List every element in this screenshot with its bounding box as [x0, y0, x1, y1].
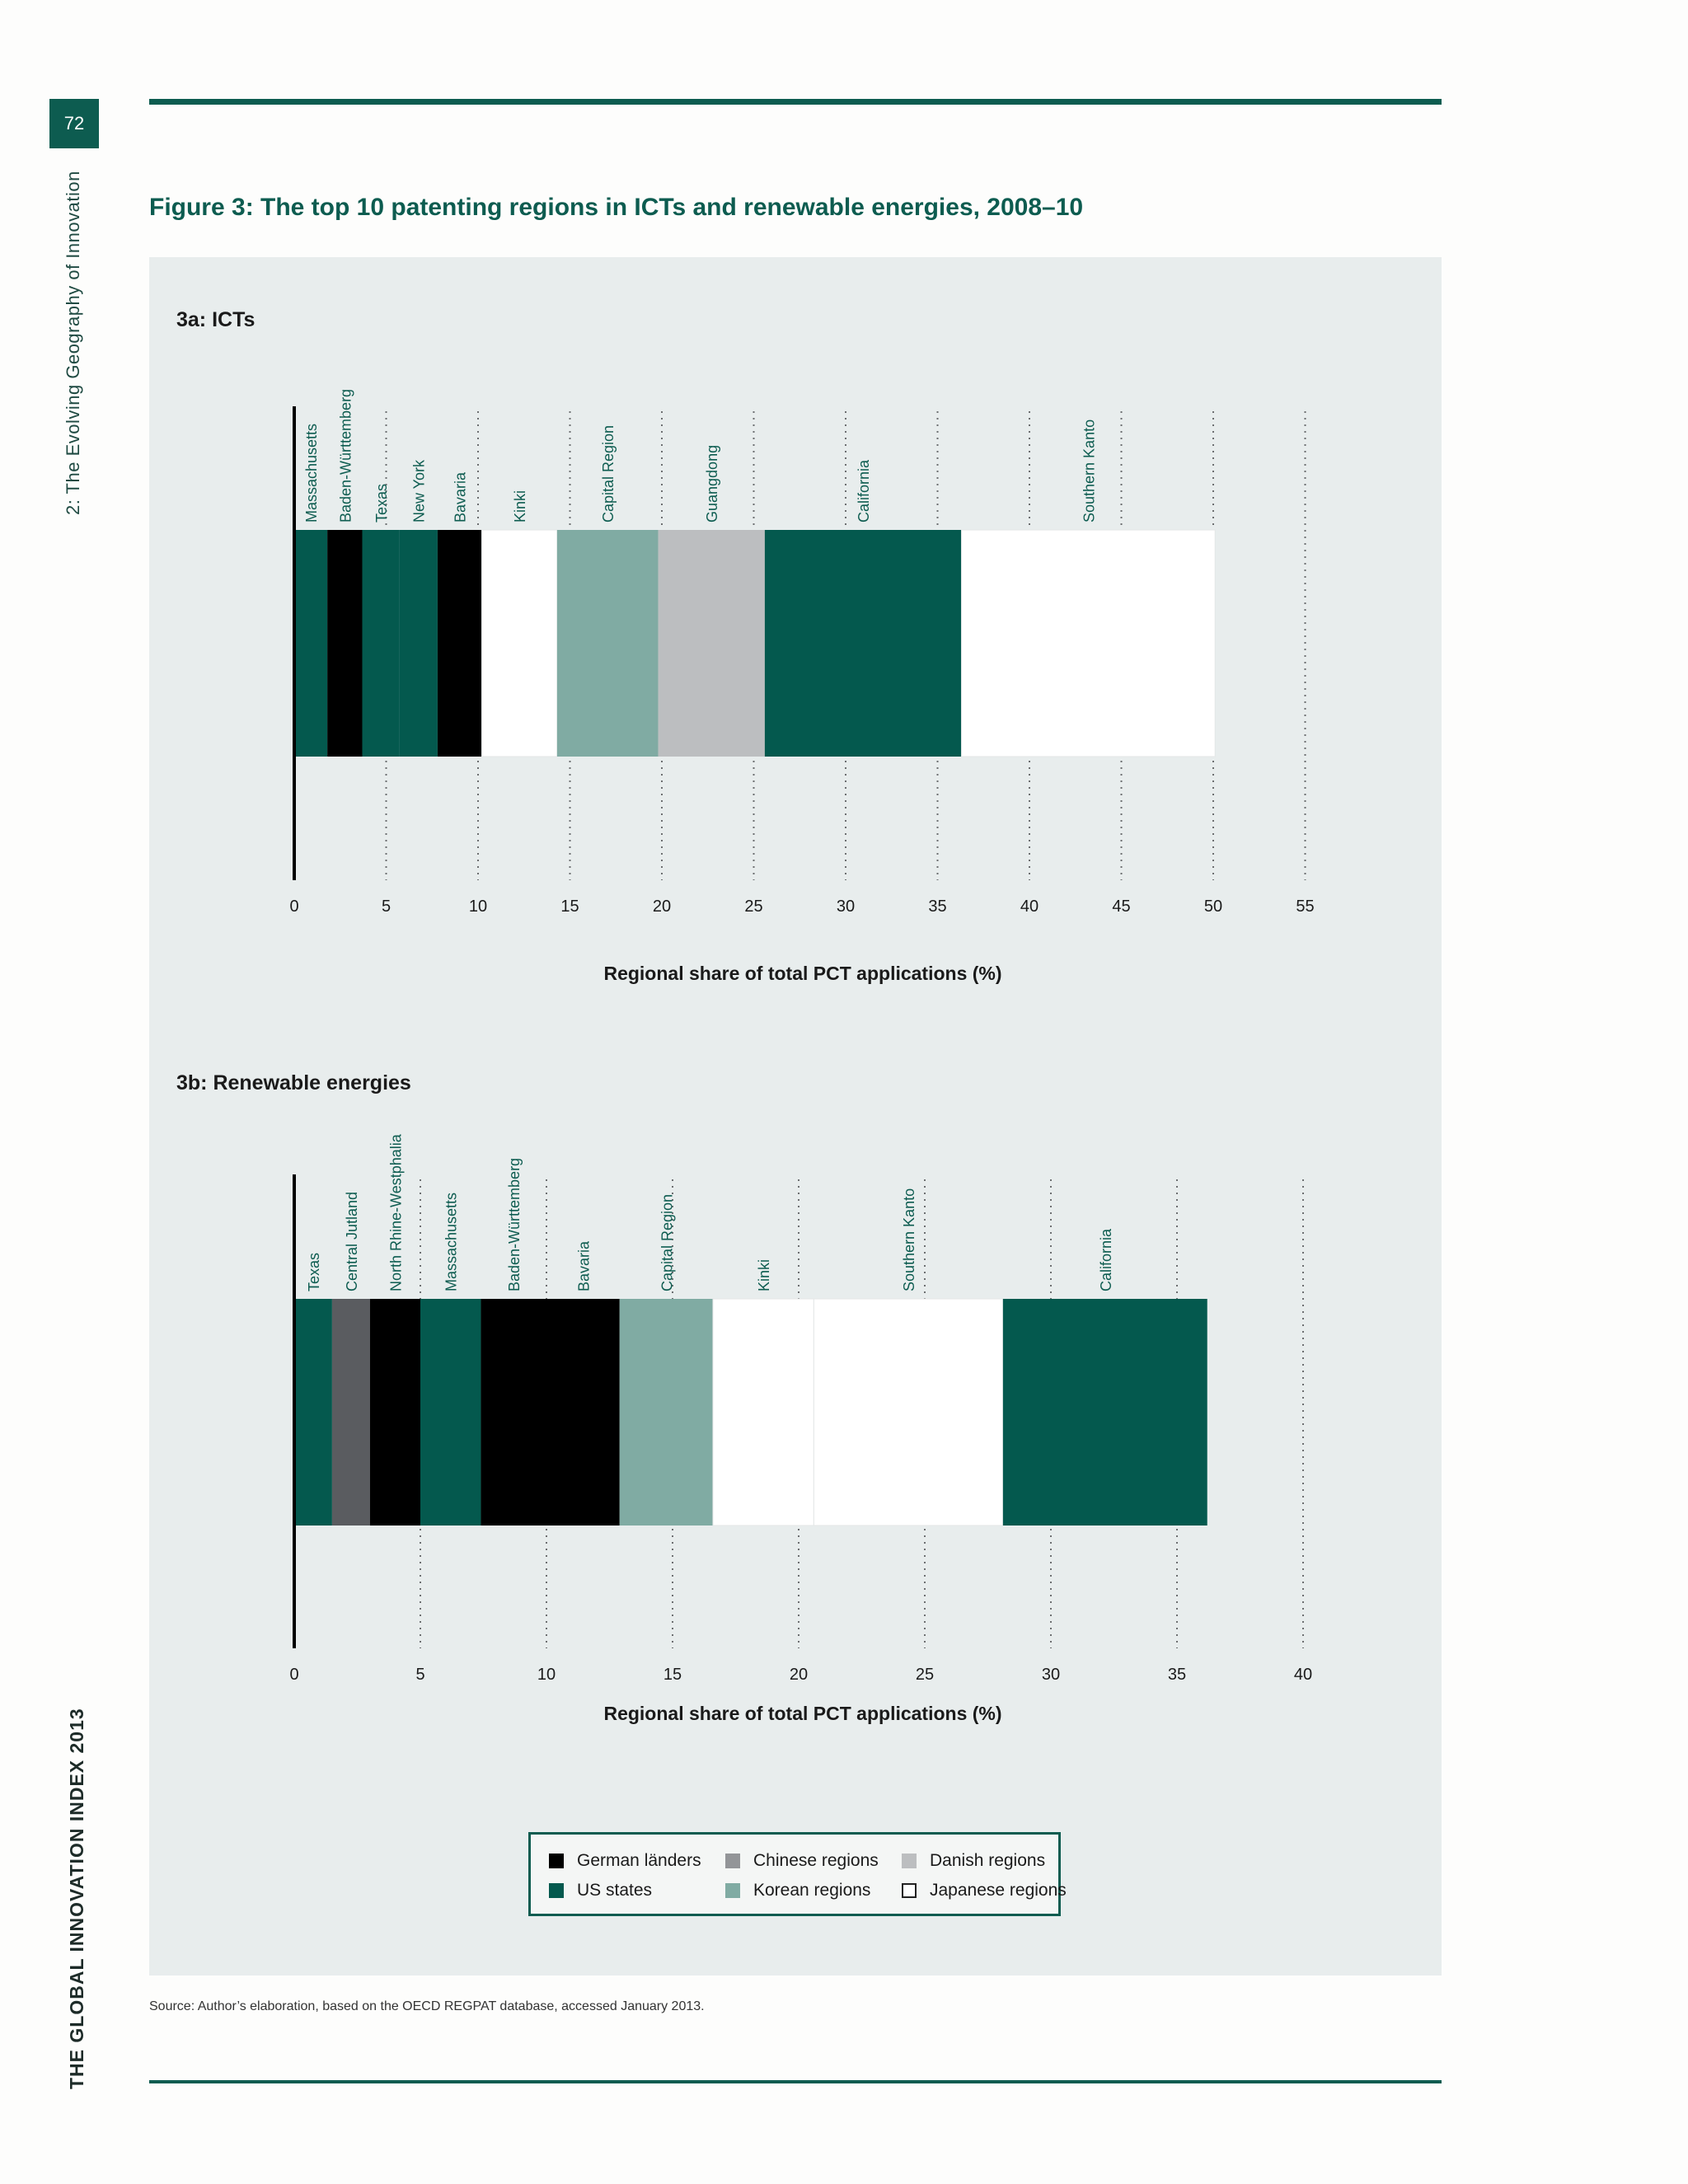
- chart-a-segment-label: Baden-Württemberg: [337, 389, 354, 523]
- chart-b-bar-segment: [619, 1299, 713, 1526]
- chart-b-segment-label: Massachusetts: [443, 1193, 460, 1291]
- chart-a-segment-label: Southern Kanto: [1081, 419, 1097, 523]
- legend-item: Chinese regions: [725, 1846, 902, 1876]
- chart-a-bar-segment: [960, 529, 1216, 757]
- chart-a-bar-segment: [764, 530, 962, 757]
- top-rule: [149, 99, 1442, 105]
- chart-b-tick-label: 15: [663, 1666, 682, 1684]
- chart-b-tick-label: 35: [1168, 1666, 1186, 1684]
- chart-b-segment-label: Capital Region: [659, 1194, 675, 1291]
- chart-a-bar-segment: [658, 530, 765, 757]
- chart-a-tick-label: 25: [744, 898, 762, 916]
- legend-swatch: [549, 1883, 564, 1898]
- chart-a-segment-label: Texas: [373, 484, 390, 523]
- chart-a-tick-label: 5: [382, 898, 391, 916]
- chart-b-tick-label: 30: [1042, 1666, 1060, 1684]
- legend-swatch: [902, 1883, 917, 1898]
- source-note: Source: Author’s elaboration, based on t…: [149, 1999, 705, 2013]
- legend-swatch: [902, 1854, 917, 1868]
- legend-item: Korean regions: [725, 1876, 902, 1905]
- chart-a-tick-label: 50: [1204, 898, 1222, 916]
- chart-b-segment-label: California: [1098, 1228, 1114, 1291]
- chart-a-bar-segment: [294, 530, 328, 757]
- chart-a-tick-label: 55: [1296, 898, 1314, 916]
- legend-swatch: [549, 1854, 564, 1868]
- legend-label: Korean regions: [753, 1881, 871, 1900]
- chart-b-bar-segment: [546, 1299, 620, 1526]
- chart-b-segment-label: Kinki: [756, 1259, 772, 1291]
- legend-swatch: [725, 1883, 740, 1898]
- figure-title: Figure 3: The top 10 patenting regions i…: [149, 194, 1084, 221]
- chart-a-bar-segment: [362, 530, 400, 757]
- legend-label: Danish regions: [930, 1851, 1046, 1870]
- chart-b-bar-segment: [1002, 1299, 1207, 1526]
- chart-b-bar-segment: [420, 1299, 481, 1526]
- chart-a-tick-label: 45: [1112, 898, 1130, 916]
- chart-a-segment-label: Capital Region: [600, 425, 617, 523]
- legend-item: German länders: [549, 1846, 725, 1876]
- chart-b-segment-label: North Rhine-Westphalia: [387, 1133, 404, 1291]
- chart-a-tick-label: 30: [837, 898, 855, 916]
- page-number: 72: [49, 99, 99, 148]
- chart-b-segment-label: Southern Kanto: [901, 1188, 917, 1291]
- legend-label: Chinese regions: [753, 1851, 879, 1870]
- chart-a-segment-label: Guangdong: [704, 445, 720, 523]
- chart-b-tick-label: 40: [1294, 1666, 1312, 1684]
- chart-a-segment-label: New York: [411, 459, 428, 523]
- chart-b-segment-label: Texas: [306, 1253, 322, 1291]
- chart-b-tick-label: 20: [790, 1666, 808, 1684]
- chart-a-tick-label: 15: [560, 898, 579, 916]
- chart-a-tick-label: 35: [928, 898, 946, 916]
- chart-b-bar-segment: [369, 1299, 420, 1526]
- chart-a-tick-label: 10: [469, 898, 487, 916]
- chart-b-title: 3b: Renewable energies: [176, 1071, 411, 1094]
- chart-b-tick-label: 5: [415, 1666, 424, 1684]
- chart-b-bar-segment: [331, 1299, 370, 1526]
- chart-b-bar-segment: [813, 1298, 1004, 1526]
- chart-a-tick-label: 40: [1020, 898, 1039, 916]
- chart-b-segment-label: Central Jutland: [344, 1192, 360, 1291]
- chart-b-bar-segment: [712, 1298, 814, 1526]
- chart-a-bar-segment: [556, 530, 659, 757]
- chart-a-segment-label: Bavaria: [452, 471, 469, 523]
- chart-b-tick-label: 0: [289, 1666, 298, 1684]
- chart-b-bar-segment: [294, 1299, 332, 1526]
- chart-b-segment-label: Baden-Württemberg: [506, 1158, 523, 1291]
- chart-a-bar-segment: [399, 530, 438, 757]
- legend-item: Japanese regions: [902, 1876, 1067, 1905]
- legend-label: Japanese regions: [930, 1881, 1067, 1900]
- legend: German länders Chinese regions Danish regi…: [528, 1832, 1067, 1916]
- chart-b-x-axis-title: Regional share of total PCT applications…: [603, 1703, 1002, 1724]
- legend-label: US states: [577, 1881, 653, 1900]
- legend-swatch: [725, 1854, 740, 1868]
- chart-b-tick-label: 25: [916, 1666, 934, 1684]
- chart-b-tick-label: 10: [537, 1666, 556, 1684]
- chart-a-segment-label: Kinki: [512, 490, 528, 523]
- chart-b-segment-label: Bavaria: [575, 1240, 592, 1291]
- chart-a-bar-segment: [327, 530, 363, 757]
- chart-b-bar-segment: [481, 1299, 546, 1526]
- chart-a-tick-label: 0: [289, 898, 298, 916]
- chart-a-title: 3a: ICTs: [176, 308, 256, 331]
- bottom-rule: [149, 2080, 1442, 2083]
- chart-a-segment-label: California: [856, 459, 872, 523]
- legend-item: US states: [549, 1876, 725, 1905]
- chart-a-bar-segment: [481, 529, 558, 757]
- chart-a-bar-segment: [437, 530, 482, 757]
- chart-a-x-axis-title: Regional share of total PCT applications…: [603, 963, 1002, 984]
- legend-item: Danish regions: [902, 1846, 1067, 1876]
- chart-a-tick-label: 20: [653, 898, 671, 916]
- legend-label: German länders: [577, 1851, 701, 1870]
- chart-a-segment-label: Massachusetts: [303, 424, 320, 523]
